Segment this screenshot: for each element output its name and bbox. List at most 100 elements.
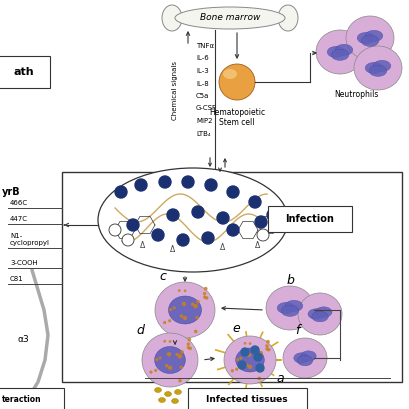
Ellipse shape <box>308 309 324 319</box>
Text: c: c <box>160 270 166 283</box>
Ellipse shape <box>244 342 247 345</box>
Ellipse shape <box>203 292 207 295</box>
Text: Δ: Δ <box>140 240 146 249</box>
Ellipse shape <box>259 365 262 368</box>
Circle shape <box>109 224 121 236</box>
Ellipse shape <box>315 307 332 317</box>
Ellipse shape <box>196 300 200 303</box>
Circle shape <box>182 176 194 188</box>
Circle shape <box>255 216 267 228</box>
Ellipse shape <box>158 356 162 360</box>
Ellipse shape <box>175 7 285 29</box>
Ellipse shape <box>159 398 166 402</box>
Ellipse shape <box>194 330 198 333</box>
Circle shape <box>135 179 147 191</box>
Circle shape <box>192 206 204 218</box>
Ellipse shape <box>142 333 198 387</box>
Ellipse shape <box>155 387 162 393</box>
Circle shape <box>254 353 262 361</box>
Ellipse shape <box>281 305 299 317</box>
Text: Infection: Infection <box>285 214 335 224</box>
FancyBboxPatch shape <box>268 206 352 232</box>
Text: Hematopoietic
Stem cell: Hematopoietic Stem cell <box>209 108 265 127</box>
Text: C5a: C5a <box>196 93 209 99</box>
Ellipse shape <box>169 340 171 343</box>
Text: IL-6: IL-6 <box>196 56 209 61</box>
Ellipse shape <box>187 346 190 349</box>
Circle shape <box>241 348 249 356</box>
Text: Δ: Δ <box>255 240 261 249</box>
Circle shape <box>115 186 127 198</box>
Text: IL-8: IL-8 <box>196 81 209 86</box>
Ellipse shape <box>178 354 182 359</box>
Ellipse shape <box>236 358 239 361</box>
Circle shape <box>267 209 279 221</box>
Ellipse shape <box>331 49 349 61</box>
Circle shape <box>122 234 134 246</box>
Ellipse shape <box>266 340 270 344</box>
Text: d: d <box>136 324 144 337</box>
Text: e: e <box>232 321 240 335</box>
Ellipse shape <box>245 363 249 367</box>
FancyBboxPatch shape <box>0 56 50 88</box>
Ellipse shape <box>219 64 255 100</box>
Ellipse shape <box>248 365 252 369</box>
Ellipse shape <box>259 351 263 355</box>
Ellipse shape <box>369 65 387 76</box>
Ellipse shape <box>249 342 252 345</box>
Ellipse shape <box>236 348 264 372</box>
Ellipse shape <box>169 296 202 324</box>
Ellipse shape <box>173 306 176 310</box>
Text: f: f <box>295 324 299 337</box>
Circle shape <box>127 219 139 231</box>
Ellipse shape <box>365 63 383 74</box>
Text: a: a <box>276 371 284 384</box>
Ellipse shape <box>297 355 313 366</box>
Ellipse shape <box>265 344 269 348</box>
Ellipse shape <box>187 342 190 346</box>
Ellipse shape <box>327 46 345 58</box>
Text: MIP2: MIP2 <box>196 118 213 124</box>
Text: yrB: yrB <box>2 187 20 197</box>
Ellipse shape <box>165 364 169 368</box>
Ellipse shape <box>231 369 234 373</box>
Ellipse shape <box>298 293 342 335</box>
Ellipse shape <box>255 353 258 357</box>
Ellipse shape <box>191 303 194 306</box>
Text: IL-3: IL-3 <box>196 68 209 74</box>
Text: C81: C81 <box>10 276 24 282</box>
Ellipse shape <box>312 311 328 322</box>
Text: TNFα: TNFα <box>196 43 214 49</box>
Ellipse shape <box>267 348 270 351</box>
Circle shape <box>217 212 229 224</box>
FancyBboxPatch shape <box>188 388 307 409</box>
Text: Δ: Δ <box>171 245 175 254</box>
Ellipse shape <box>168 366 172 370</box>
Ellipse shape <box>180 350 184 354</box>
Ellipse shape <box>178 379 182 382</box>
Ellipse shape <box>183 316 187 320</box>
Ellipse shape <box>294 353 309 363</box>
Ellipse shape <box>361 35 379 46</box>
Ellipse shape <box>373 60 391 72</box>
Ellipse shape <box>155 358 158 361</box>
FancyBboxPatch shape <box>0 388 64 409</box>
Ellipse shape <box>163 321 166 324</box>
Ellipse shape <box>316 30 364 74</box>
Circle shape <box>202 232 214 244</box>
Circle shape <box>256 364 264 372</box>
Ellipse shape <box>154 369 157 372</box>
Circle shape <box>205 179 217 191</box>
Text: Δ: Δ <box>220 243 226 252</box>
Ellipse shape <box>167 352 171 357</box>
Text: Infected tissues: Infected tissues <box>206 395 288 404</box>
Ellipse shape <box>285 300 303 312</box>
Ellipse shape <box>182 302 186 306</box>
Ellipse shape <box>168 319 171 322</box>
Circle shape <box>251 346 259 354</box>
Ellipse shape <box>193 304 198 308</box>
Ellipse shape <box>346 16 394 60</box>
Ellipse shape <box>149 371 153 374</box>
Text: LTB₄: LTB₄ <box>196 130 211 137</box>
Ellipse shape <box>203 295 206 299</box>
